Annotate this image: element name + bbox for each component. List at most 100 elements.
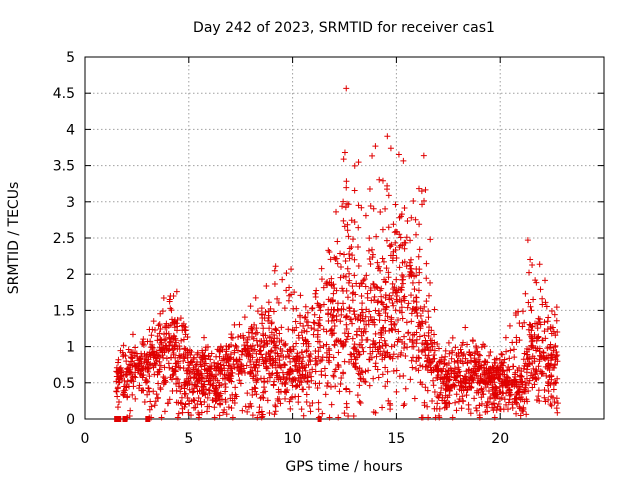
data-point — [330, 290, 337, 297]
data-point — [408, 214, 415, 221]
data-point — [302, 303, 309, 310]
data-point — [383, 303, 390, 310]
data-point — [506, 355, 513, 362]
data-point — [222, 384, 229, 391]
data-point — [413, 336, 420, 343]
data-point — [256, 362, 263, 369]
data-point — [401, 345, 408, 352]
data-point — [367, 202, 374, 209]
data-point — [528, 307, 535, 314]
data-point — [335, 363, 342, 370]
data-point — [306, 402, 313, 409]
data-point — [166, 334, 173, 341]
data-point — [502, 334, 509, 341]
data-point — [336, 388, 343, 395]
data-point — [420, 152, 427, 159]
data-point — [353, 280, 360, 287]
data-point — [439, 394, 446, 401]
data-point — [286, 398, 293, 405]
data-point — [438, 358, 445, 365]
data-point — [323, 280, 330, 287]
data-point — [442, 353, 449, 360]
data-point — [528, 342, 535, 349]
y-tick-label: 2 — [66, 267, 75, 283]
data-point — [401, 239, 408, 246]
data-point — [481, 343, 488, 350]
data-point — [431, 388, 438, 395]
data-point — [252, 294, 259, 301]
data-point — [382, 317, 389, 324]
data-point — [495, 400, 502, 407]
x-tick-label: 10 — [284, 431, 302, 447]
data-point — [396, 264, 403, 271]
data-point — [496, 364, 503, 371]
data-point — [403, 234, 410, 241]
data-point — [434, 340, 441, 347]
data-point — [277, 352, 284, 359]
data-point — [208, 350, 215, 357]
data-point — [341, 358, 348, 365]
data-point — [293, 324, 300, 331]
data-point — [177, 315, 184, 322]
data-point — [181, 385, 188, 392]
data-point — [545, 396, 552, 403]
data-point — [249, 342, 256, 349]
data-point — [177, 399, 184, 406]
data-point — [326, 353, 333, 360]
data-point — [283, 270, 290, 277]
data-point — [532, 320, 539, 327]
data-point — [194, 401, 201, 408]
data-point — [323, 349, 330, 356]
data-point — [513, 395, 520, 402]
data-point — [280, 375, 287, 382]
data-point — [127, 369, 134, 376]
data-point — [470, 338, 477, 345]
data-point — [295, 360, 302, 367]
data-point — [211, 373, 218, 380]
data-point — [342, 338, 349, 345]
data-point — [276, 338, 283, 345]
data-point — [144, 364, 151, 371]
data-point — [545, 314, 552, 321]
data-point — [370, 205, 377, 212]
data-point — [375, 298, 382, 305]
y-tick-label: 2.5 — [53, 231, 75, 247]
data-point — [120, 387, 127, 394]
data-point — [382, 310, 389, 317]
data-point — [316, 304, 323, 311]
data-point — [274, 372, 281, 379]
x-tick-label: 5 — [184, 431, 193, 447]
data-point — [263, 351, 270, 358]
data-point — [171, 345, 178, 352]
data-point — [485, 375, 492, 382]
data-point — [385, 274, 392, 281]
data-point — [491, 414, 498, 421]
data-point — [195, 395, 202, 402]
data-point — [287, 405, 294, 412]
data-point — [522, 290, 529, 297]
data-point — [401, 340, 408, 347]
data-point — [393, 254, 400, 261]
data-point — [405, 329, 412, 336]
data-point — [127, 407, 134, 414]
data-point — [384, 349, 391, 356]
data-point — [134, 353, 141, 360]
grid-layer — [85, 57, 604, 419]
data-point — [312, 368, 319, 375]
data-point — [303, 391, 310, 398]
data-point — [458, 405, 465, 412]
data-point — [473, 405, 480, 412]
data-point — [383, 265, 390, 272]
data-point — [421, 399, 428, 406]
data-point — [357, 371, 364, 378]
data-point — [165, 330, 172, 337]
data-point — [552, 332, 559, 339]
data-point — [390, 285, 397, 292]
data-point — [300, 340, 307, 347]
data-point — [361, 378, 368, 385]
data-point — [525, 346, 532, 353]
data-point — [530, 296, 537, 303]
data-point — [312, 290, 319, 297]
data-point — [247, 358, 254, 365]
data-point — [476, 352, 483, 359]
